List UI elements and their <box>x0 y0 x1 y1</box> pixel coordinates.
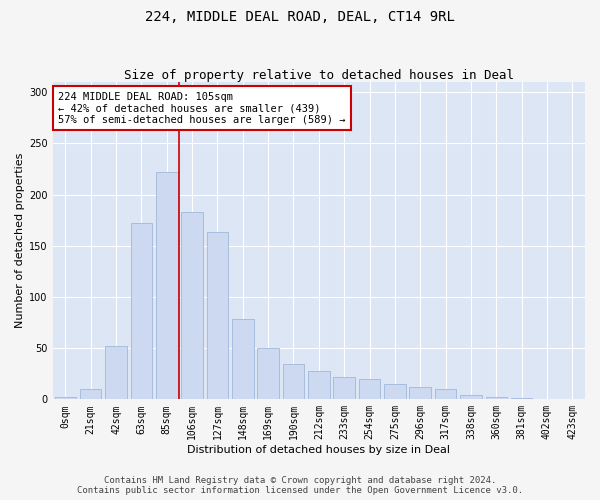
Text: 224 MIDDLE DEAL ROAD: 105sqm
← 42% of detached houses are smaller (439)
57% of s: 224 MIDDLE DEAL ROAD: 105sqm ← 42% of de… <box>58 92 346 124</box>
Bar <box>511 398 532 400</box>
Text: Contains HM Land Registry data © Crown copyright and database right 2024.
Contai: Contains HM Land Registry data © Crown c… <box>77 476 523 495</box>
Bar <box>334 377 355 400</box>
Bar <box>283 364 304 400</box>
Bar <box>80 389 101 400</box>
Bar <box>105 346 127 400</box>
Bar <box>384 384 406 400</box>
Bar <box>435 389 457 400</box>
Bar <box>156 172 178 400</box>
Bar <box>409 387 431 400</box>
X-axis label: Distribution of detached houses by size in Deal: Distribution of detached houses by size … <box>187 445 451 455</box>
Bar <box>485 398 507 400</box>
Bar <box>308 370 329 400</box>
Title: Size of property relative to detached houses in Deal: Size of property relative to detached ho… <box>124 69 514 82</box>
Bar <box>460 395 482 400</box>
Bar <box>181 212 203 400</box>
Bar <box>232 320 254 400</box>
Bar <box>131 224 152 400</box>
Bar <box>359 379 380 400</box>
Bar <box>55 398 76 400</box>
Text: 224, MIDDLE DEAL ROAD, DEAL, CT14 9RL: 224, MIDDLE DEAL ROAD, DEAL, CT14 9RL <box>145 10 455 24</box>
Bar <box>257 348 279 400</box>
Y-axis label: Number of detached properties: Number of detached properties <box>15 153 25 328</box>
Bar <box>206 232 228 400</box>
